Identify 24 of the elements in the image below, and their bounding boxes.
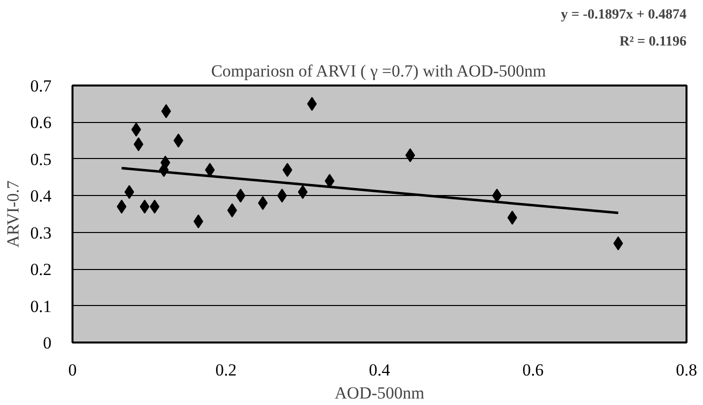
x-axis-title: AOD-500nm	[334, 384, 424, 402]
point	[124, 184, 134, 199]
x-tick-label: 0	[68, 360, 77, 380]
point	[613, 236, 624, 250]
y-tick-label: 0.7	[30, 76, 52, 96]
text: R² = 0.1196	[619, 34, 687, 50]
text: y = -0.1897x + 0.4874	[560, 8, 687, 22]
point	[298, 184, 308, 199]
y-tick-label: 0.1	[30, 296, 52, 316]
chart-title: Compariosn of ARVI ( γ =0.7) with AOD-500nm	[211, 62, 546, 80]
y-tick-label: 0.3	[30, 223, 52, 242]
y-tick-label: 0.6	[30, 113, 52, 132]
point	[507, 210, 518, 225]
point	[405, 148, 416, 162]
y-tick-label: 0.5	[30, 150, 52, 169]
y-tick-label: 0.4	[30, 186, 52, 206]
x-tick-label: 0.6	[522, 360, 544, 380]
x-tick-label: 0.4	[368, 360, 391, 380]
y-tick-label: 0.2	[30, 260, 52, 280]
x-tick-label: 0.8	[676, 360, 698, 380]
x-tick-label: 0.2	[215, 360, 237, 380]
point	[131, 122, 142, 137]
y-tick-label: 0	[43, 334, 52, 352]
y-axis-title: ARVI-0.7	[3, 180, 22, 248]
